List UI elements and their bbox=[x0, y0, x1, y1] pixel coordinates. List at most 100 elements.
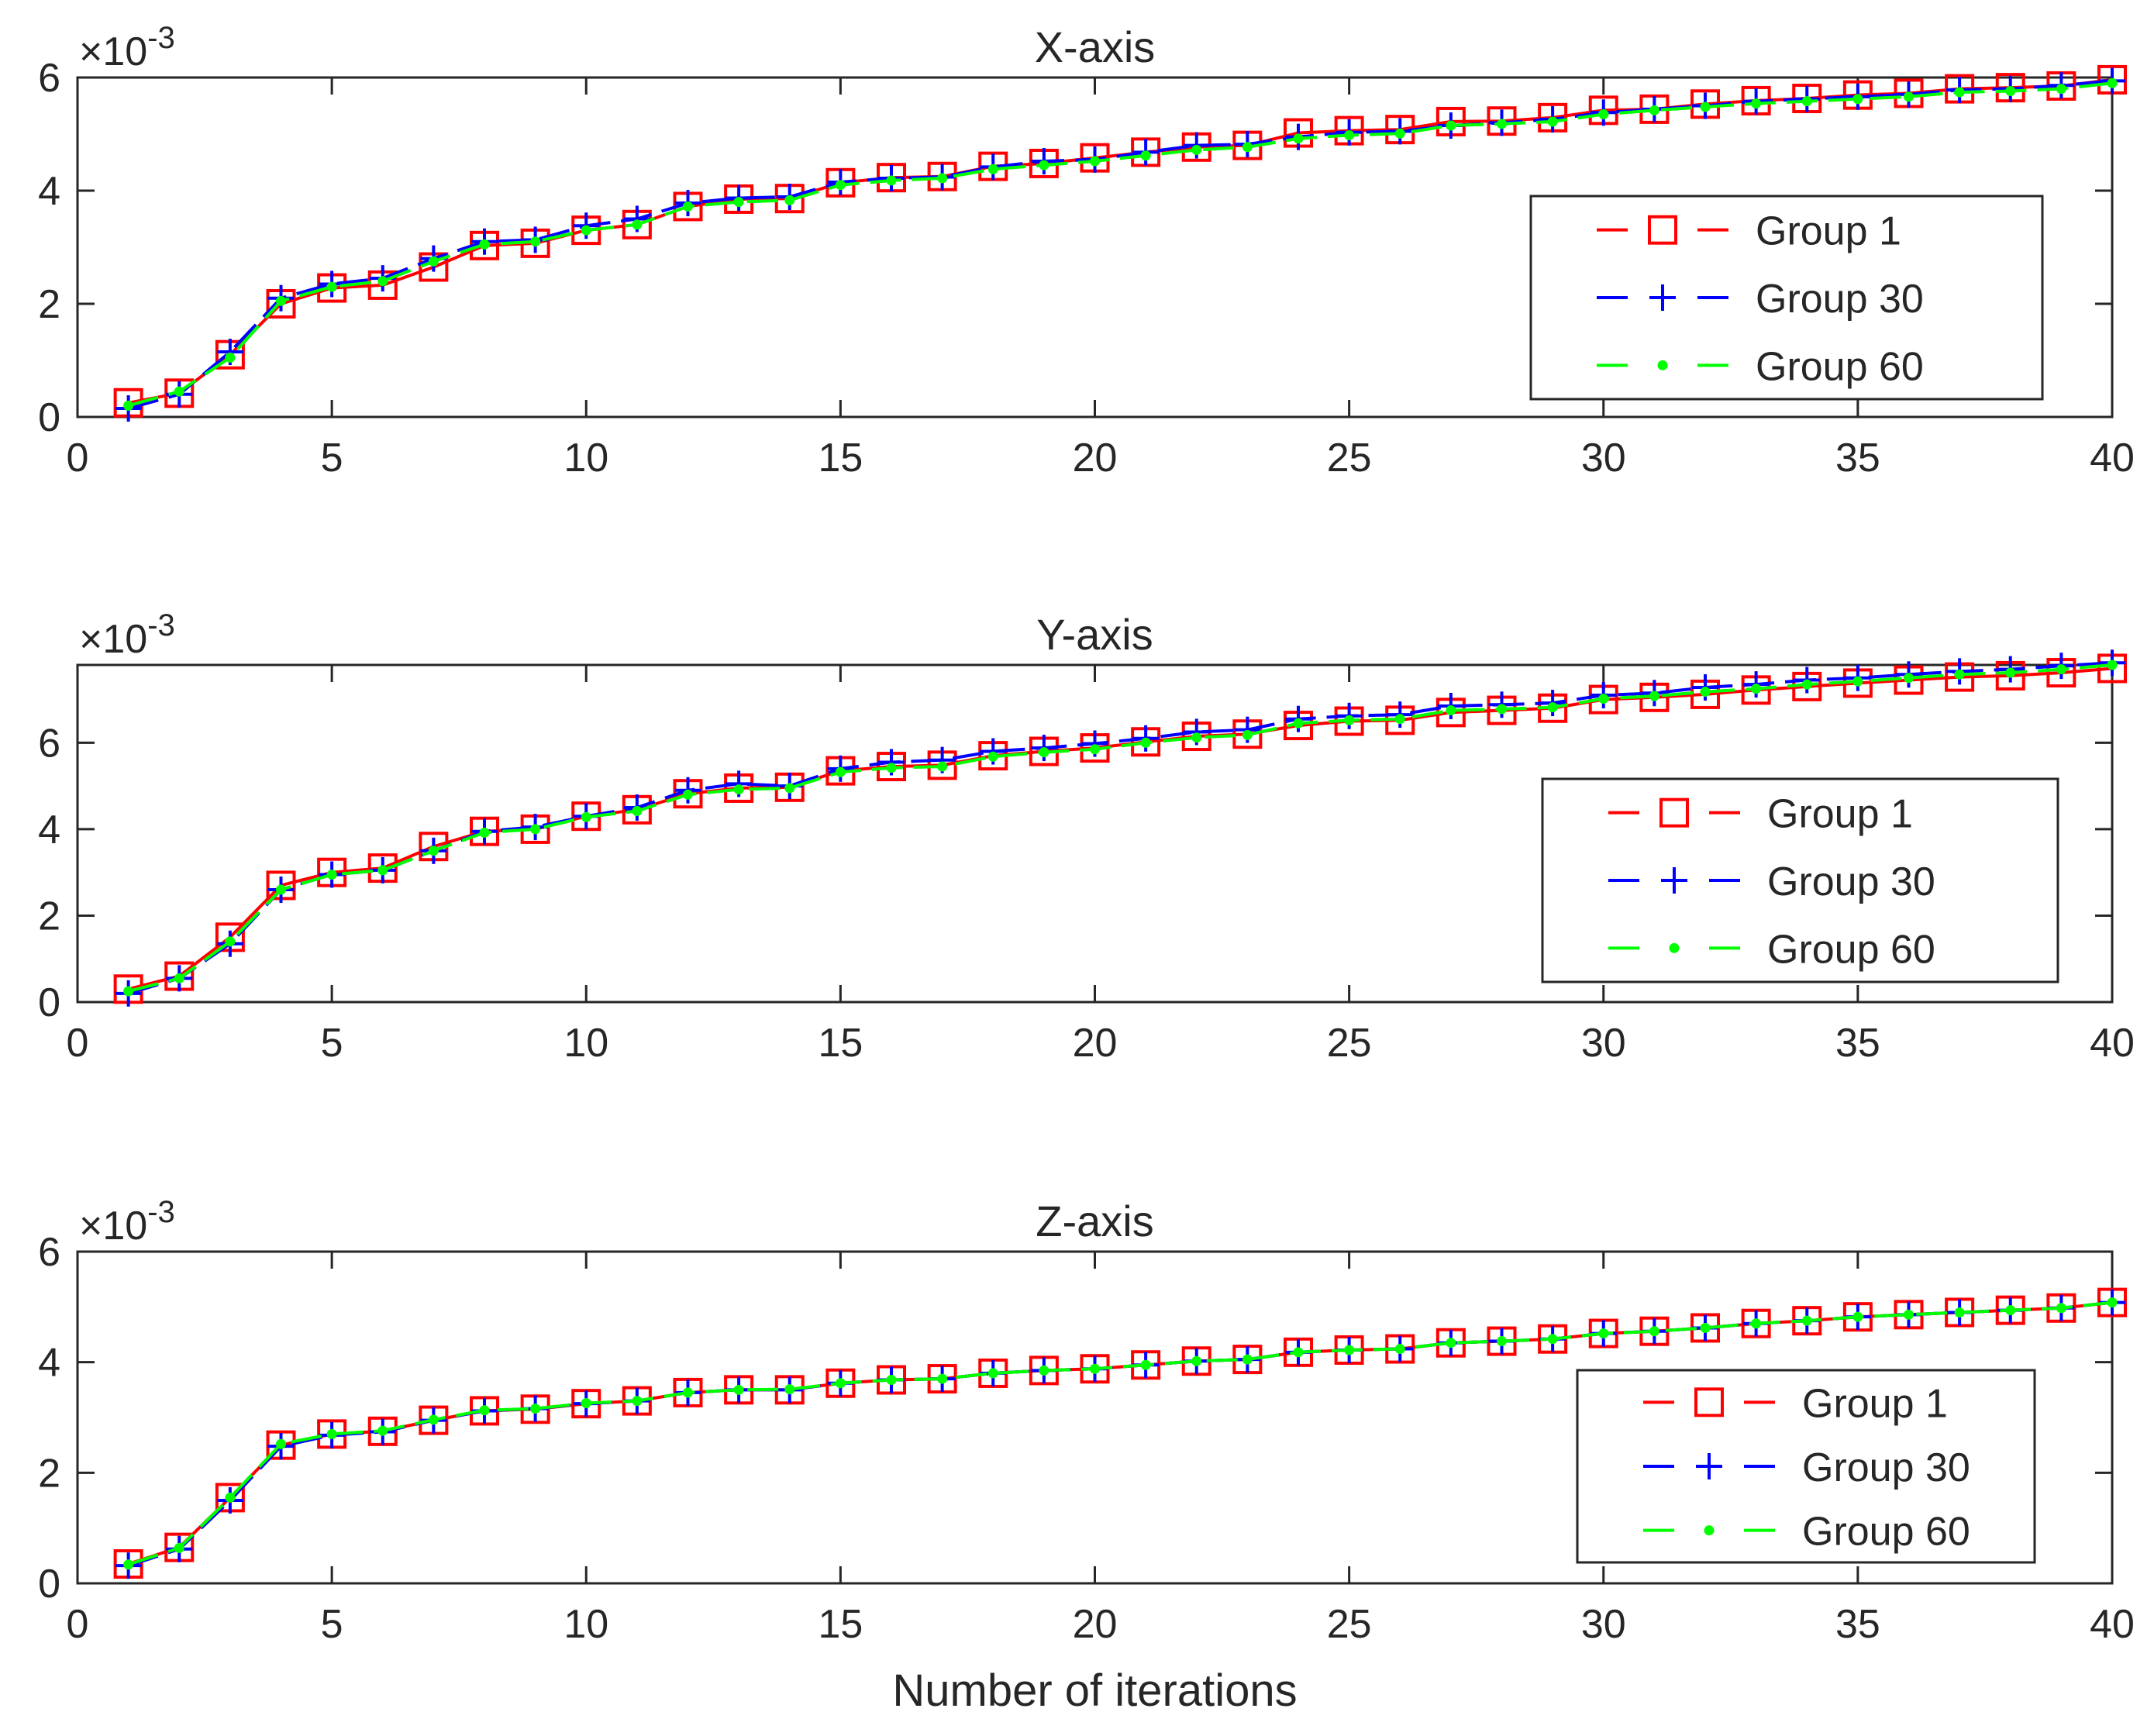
series-group-60 bbox=[123, 78, 2118, 411]
data-point bbox=[1344, 129, 1355, 140]
y-tick-label: 2 bbox=[38, 1451, 60, 1496]
x-tick-label: 35 bbox=[1835, 436, 1880, 480]
data-point bbox=[1039, 160, 1049, 170]
legend: Group 1 Group 30 Group 60 bbox=[1576, 1369, 2036, 1564]
data-point bbox=[1140, 737, 1151, 748]
x-tick-label: 25 bbox=[1327, 1602, 1372, 1647]
data-point bbox=[784, 195, 795, 205]
data-point bbox=[1904, 673, 1914, 684]
data-point bbox=[1242, 729, 1253, 740]
data-point bbox=[1700, 1322, 1711, 1333]
legend-marker bbox=[1649, 284, 1676, 311]
data-point bbox=[1904, 91, 1914, 102]
x-tick-label: 25 bbox=[1327, 436, 1372, 480]
series-line bbox=[128, 666, 2113, 991]
data-point bbox=[2005, 86, 2016, 97]
data-point bbox=[2056, 664, 2066, 675]
data-point bbox=[174, 386, 184, 397]
data-point bbox=[1547, 1334, 1558, 1345]
data-point bbox=[581, 811, 591, 822]
data-point bbox=[683, 201, 693, 212]
data-point bbox=[987, 164, 998, 174]
legend-marker bbox=[1657, 360, 1668, 370]
data-point bbox=[581, 225, 591, 236]
x-tick-label: 10 bbox=[563, 1602, 608, 1647]
data-point bbox=[174, 973, 184, 983]
data-point bbox=[2107, 1297, 2118, 1308]
data-point bbox=[1751, 1318, 1762, 1329]
data-point bbox=[1497, 119, 1507, 129]
data-point bbox=[225, 936, 236, 947]
data-point bbox=[987, 751, 998, 762]
data-point bbox=[1751, 684, 1762, 694]
data-point bbox=[1242, 1354, 1253, 1365]
x-tick-label: 0 bbox=[67, 1602, 89, 1647]
data-point bbox=[1446, 1338, 1456, 1348]
data-point bbox=[428, 256, 439, 267]
data-point bbox=[1700, 687, 1711, 698]
data-point bbox=[581, 1397, 591, 1408]
series-line bbox=[127, 1300, 2113, 1566]
x-tick-label: 0 bbox=[67, 436, 89, 480]
data-point bbox=[123, 1559, 134, 1570]
x-tick-label: 35 bbox=[1835, 1602, 1880, 1647]
series-line bbox=[128, 79, 2113, 410]
data-point bbox=[2056, 84, 2066, 95]
data-point bbox=[1344, 715, 1355, 725]
data-point bbox=[479, 239, 490, 250]
data-point bbox=[530, 236, 541, 247]
data-point bbox=[1293, 718, 1304, 728]
legend-label: Group 1 bbox=[1767, 792, 1913, 837]
data-point bbox=[937, 761, 948, 772]
data-point bbox=[377, 276, 388, 287]
x-tick-label: 0 bbox=[67, 1021, 89, 1066]
data-point bbox=[683, 789, 693, 800]
data-point bbox=[1547, 702, 1558, 713]
data-point bbox=[1090, 1363, 1100, 1374]
data-point bbox=[326, 281, 337, 292]
y-tick-label: 2 bbox=[38, 894, 60, 939]
series-group-60 bbox=[123, 660, 2118, 997]
data-point bbox=[276, 295, 286, 306]
legend-label: Group 30 bbox=[1767, 859, 1935, 904]
data-point bbox=[1039, 1365, 1049, 1376]
data-point bbox=[1700, 102, 1711, 112]
y-tick-label: 0 bbox=[38, 1562, 60, 1607]
y-tick-label: 4 bbox=[38, 1341, 60, 1386]
data-point bbox=[276, 884, 286, 895]
data-point bbox=[2005, 667, 2016, 678]
x-tick-label: 40 bbox=[2090, 1602, 2135, 1647]
data-point bbox=[1497, 1336, 1507, 1347]
x-tick-label: 5 bbox=[321, 1021, 343, 1066]
data-point bbox=[835, 180, 846, 191]
data-point bbox=[2107, 78, 2118, 88]
data-point bbox=[326, 869, 337, 880]
legend: Group 1 Group 30 Group 60 bbox=[1541, 777, 2059, 983]
chart-title: Y-axis bbox=[1036, 610, 1153, 659]
x-tick-label: 20 bbox=[1073, 436, 1118, 480]
x-axis-label: Number of iterations bbox=[892, 1665, 1297, 1716]
legend-marker bbox=[1648, 215, 1677, 245]
series-line bbox=[128, 81, 2113, 408]
data-point bbox=[1598, 1328, 1609, 1339]
data-point bbox=[479, 1405, 490, 1416]
data-point bbox=[632, 219, 643, 230]
data-point bbox=[123, 400, 134, 411]
data-point bbox=[632, 806, 643, 816]
data-point bbox=[1801, 1315, 1812, 1326]
legend-marker bbox=[1694, 1387, 1724, 1417]
x-tick-label: 10 bbox=[563, 436, 608, 480]
y-exponent-label: ×10-3 bbox=[79, 608, 175, 662]
data-point bbox=[1801, 679, 1812, 690]
x-tick-label: 35 bbox=[1835, 1021, 1880, 1066]
legend-label: Group 60 bbox=[1767, 927, 1935, 972]
data-point bbox=[1140, 1359, 1151, 1370]
legend: Group 1 Group 30 Group 60 bbox=[1529, 195, 2044, 401]
chart-title: Z-axis bbox=[1036, 1197, 1153, 1245]
data-point bbox=[733, 1384, 744, 1395]
data-point bbox=[276, 1438, 286, 1449]
data-point bbox=[1191, 144, 1202, 155]
series-group-60 bbox=[123, 1297, 2118, 1570]
